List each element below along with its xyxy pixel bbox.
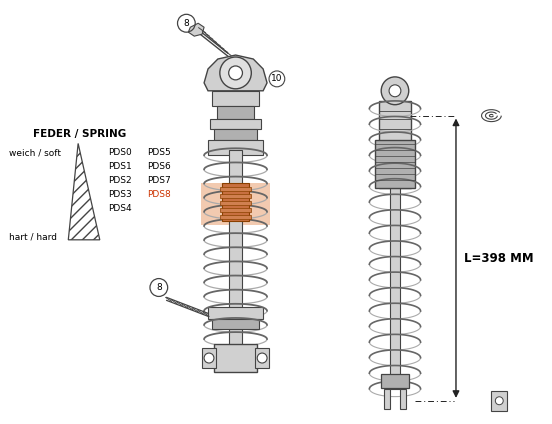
Text: 10: 10: [271, 74, 283, 84]
FancyBboxPatch shape: [384, 389, 390, 409]
FancyBboxPatch shape: [202, 348, 216, 368]
FancyBboxPatch shape: [381, 374, 408, 388]
FancyBboxPatch shape: [208, 307, 263, 319]
Circle shape: [381, 77, 408, 105]
FancyBboxPatch shape: [208, 140, 263, 155]
FancyBboxPatch shape: [379, 101, 411, 188]
FancyBboxPatch shape: [212, 319, 259, 329]
Circle shape: [220, 57, 251, 89]
Text: PDS1: PDS1: [108, 162, 131, 171]
Circle shape: [204, 353, 214, 363]
FancyBboxPatch shape: [220, 215, 251, 219]
FancyBboxPatch shape: [210, 119, 261, 128]
FancyBboxPatch shape: [220, 208, 251, 212]
FancyBboxPatch shape: [387, 83, 403, 93]
FancyBboxPatch shape: [400, 389, 406, 409]
FancyBboxPatch shape: [229, 151, 242, 369]
FancyBboxPatch shape: [214, 128, 257, 140]
FancyBboxPatch shape: [201, 183, 270, 225]
Text: PDS8: PDS8: [147, 190, 171, 198]
Circle shape: [257, 353, 267, 363]
FancyBboxPatch shape: [222, 183, 250, 221]
Circle shape: [229, 66, 242, 80]
FancyBboxPatch shape: [214, 344, 257, 372]
FancyBboxPatch shape: [212, 91, 259, 106]
Text: PDS6: PDS6: [147, 162, 171, 171]
Text: PDS2: PDS2: [108, 176, 131, 185]
Text: PDS7: PDS7: [147, 176, 171, 185]
Circle shape: [389, 85, 401, 97]
Text: PDS5: PDS5: [147, 148, 171, 157]
Text: 8: 8: [156, 283, 162, 292]
Text: 8: 8: [183, 19, 189, 28]
Circle shape: [495, 397, 503, 405]
FancyBboxPatch shape: [491, 391, 507, 411]
Text: weich / soft: weich / soft: [9, 149, 61, 158]
FancyBboxPatch shape: [390, 188, 400, 389]
Polygon shape: [204, 55, 267, 91]
Polygon shape: [188, 23, 204, 36]
FancyBboxPatch shape: [217, 106, 254, 119]
Polygon shape: [68, 143, 100, 240]
Text: PDS0: PDS0: [108, 148, 131, 157]
FancyBboxPatch shape: [220, 201, 251, 205]
Text: FEDER / SPRING: FEDER / SPRING: [33, 128, 126, 139]
FancyBboxPatch shape: [220, 194, 251, 198]
Text: PDS4: PDS4: [108, 204, 131, 212]
FancyBboxPatch shape: [220, 187, 251, 191]
FancyBboxPatch shape: [255, 348, 269, 368]
Text: PDS3: PDS3: [108, 190, 131, 198]
FancyBboxPatch shape: [375, 140, 415, 188]
Text: L=398 MM: L=398 MM: [464, 252, 533, 265]
Text: hart / hard: hart / hard: [9, 232, 57, 241]
